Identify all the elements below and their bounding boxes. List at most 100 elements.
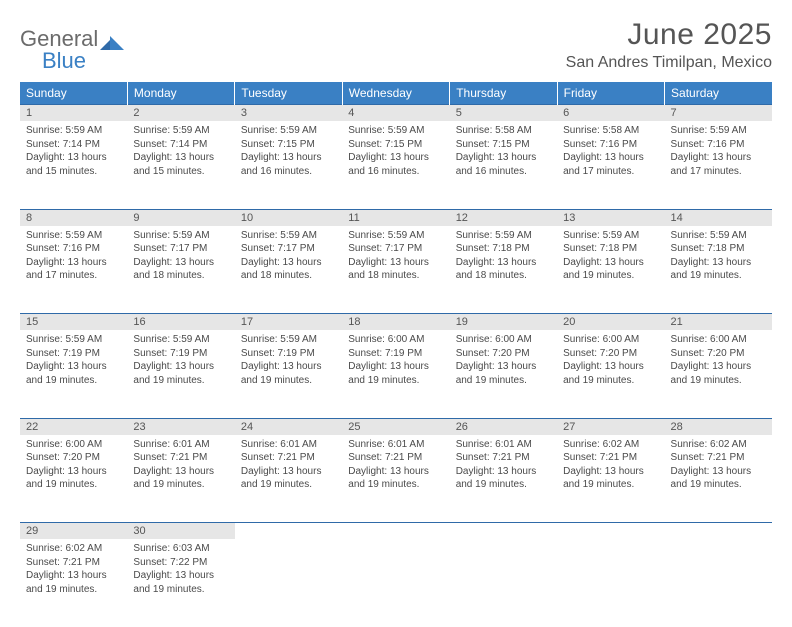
day-content-cell: Sunrise: 5:59 AMSunset: 7:17 PMDaylight:… bbox=[342, 226, 449, 314]
day-number-row: 15161718192021 bbox=[20, 314, 772, 331]
day-number-cell: 12 bbox=[450, 209, 557, 226]
day-content-cell: Sunrise: 5:59 AMSunset: 7:14 PMDaylight:… bbox=[20, 121, 127, 209]
day-dl1: Daylight: 13 hours bbox=[671, 256, 766, 270]
day-number-cell bbox=[557, 523, 664, 540]
day-number-row: 891011121314 bbox=[20, 209, 772, 226]
day-content-cell: Sunrise: 5:59 AMSunset: 7:14 PMDaylight:… bbox=[127, 121, 234, 209]
day-sunrise: Sunrise: 6:01 AM bbox=[348, 438, 443, 452]
day-number-cell bbox=[235, 523, 342, 540]
day-number-cell: 30 bbox=[127, 523, 234, 540]
day-sunset: Sunset: 7:18 PM bbox=[563, 242, 658, 256]
day-content-cell: Sunrise: 6:00 AMSunset: 7:20 PMDaylight:… bbox=[20, 435, 127, 523]
day-content-cell: Sunrise: 5:59 AMSunset: 7:18 PMDaylight:… bbox=[665, 226, 772, 314]
day-dl1: Daylight: 13 hours bbox=[563, 360, 658, 374]
day-dl1: Daylight: 13 hours bbox=[241, 465, 336, 479]
day-sunset: Sunset: 7:15 PM bbox=[241, 138, 336, 152]
day-content-cell bbox=[557, 539, 664, 627]
day-sunrise: Sunrise: 5:59 AM bbox=[348, 124, 443, 138]
day-number-cell: 21 bbox=[665, 314, 772, 331]
day-content-cell: Sunrise: 5:59 AMSunset: 7:15 PMDaylight:… bbox=[235, 121, 342, 209]
day-sunset: Sunset: 7:14 PM bbox=[26, 138, 121, 152]
day-dl2: and 16 minutes. bbox=[241, 165, 336, 179]
day-content-cell: Sunrise: 6:01 AMSunset: 7:21 PMDaylight:… bbox=[342, 435, 449, 523]
day-dl1: Daylight: 13 hours bbox=[348, 360, 443, 374]
day-number-cell: 26 bbox=[450, 418, 557, 435]
day-dl2: and 19 minutes. bbox=[456, 374, 551, 388]
day-number-row: 1234567 bbox=[20, 105, 772, 122]
day-sunset: Sunset: 7:20 PM bbox=[26, 451, 121, 465]
day-sunset: Sunset: 7:16 PM bbox=[26, 242, 121, 256]
day-number-cell: 11 bbox=[342, 209, 449, 226]
day-sunset: Sunset: 7:22 PM bbox=[133, 556, 228, 570]
calendar-table: SundayMondayTuesdayWednesdayThursdayFrid… bbox=[20, 82, 772, 627]
day-number-cell: 14 bbox=[665, 209, 772, 226]
day-sunset: Sunset: 7:21 PM bbox=[133, 451, 228, 465]
day-dl1: Daylight: 13 hours bbox=[456, 256, 551, 270]
day-content-cell: Sunrise: 5:59 AMSunset: 7:16 PMDaylight:… bbox=[20, 226, 127, 314]
day-sunrise: Sunrise: 6:02 AM bbox=[671, 438, 766, 452]
day-content-cell: Sunrise: 5:59 AMSunset: 7:18 PMDaylight:… bbox=[450, 226, 557, 314]
day-sunrise: Sunrise: 5:59 AM bbox=[241, 333, 336, 347]
day-content-cell: Sunrise: 5:58 AMSunset: 7:16 PMDaylight:… bbox=[557, 121, 664, 209]
day-sunset: Sunset: 7:21 PM bbox=[241, 451, 336, 465]
day-sunrise: Sunrise: 5:59 AM bbox=[133, 333, 228, 347]
day-number-cell: 29 bbox=[20, 523, 127, 540]
day-sunrise: Sunrise: 6:02 AM bbox=[26, 542, 121, 556]
day-sunrise: Sunrise: 5:58 AM bbox=[563, 124, 658, 138]
day-sunrise: Sunrise: 5:59 AM bbox=[26, 124, 121, 138]
day-dl2: and 19 minutes. bbox=[26, 583, 121, 597]
day-dl2: and 19 minutes. bbox=[26, 374, 121, 388]
day-dl2: and 19 minutes. bbox=[563, 374, 658, 388]
day-dl1: Daylight: 13 hours bbox=[26, 256, 121, 270]
day-dl1: Daylight: 13 hours bbox=[133, 465, 228, 479]
day-content-cell: Sunrise: 6:00 AMSunset: 7:19 PMDaylight:… bbox=[342, 330, 449, 418]
day-content-cell: Sunrise: 6:00 AMSunset: 7:20 PMDaylight:… bbox=[665, 330, 772, 418]
header: General Blue June 2025 San Andres Timilp… bbox=[20, 18, 772, 74]
day-sunset: Sunset: 7:16 PM bbox=[563, 138, 658, 152]
day-content-cell: Sunrise: 6:02 AMSunset: 7:21 PMDaylight:… bbox=[20, 539, 127, 627]
day-dl2: and 19 minutes. bbox=[348, 374, 443, 388]
day-number-cell: 13 bbox=[557, 209, 664, 226]
day-dl2: and 19 minutes. bbox=[133, 478, 228, 492]
day-sunset: Sunset: 7:19 PM bbox=[26, 347, 121, 361]
day-dl2: and 19 minutes. bbox=[241, 478, 336, 492]
day-dl2: and 19 minutes. bbox=[241, 374, 336, 388]
day-content-cell: Sunrise: 5:59 AMSunset: 7:17 PMDaylight:… bbox=[235, 226, 342, 314]
day-number-cell: 20 bbox=[557, 314, 664, 331]
day-number-cell bbox=[665, 523, 772, 540]
day-content-cell: Sunrise: 6:01 AMSunset: 7:21 PMDaylight:… bbox=[127, 435, 234, 523]
day-dl2: and 19 minutes. bbox=[348, 478, 443, 492]
day-sunrise: Sunrise: 6:01 AM bbox=[133, 438, 228, 452]
day-number-cell bbox=[342, 523, 449, 540]
day-number-cell: 2 bbox=[127, 105, 234, 122]
day-sunset: Sunset: 7:21 PM bbox=[671, 451, 766, 465]
day-dl2: and 15 minutes. bbox=[133, 165, 228, 179]
day-sunset: Sunset: 7:20 PM bbox=[671, 347, 766, 361]
day-dl2: and 18 minutes. bbox=[133, 269, 228, 283]
day-content-cell: Sunrise: 6:03 AMSunset: 7:22 PMDaylight:… bbox=[127, 539, 234, 627]
weekday-header: Tuesday bbox=[235, 82, 342, 105]
day-dl1: Daylight: 13 hours bbox=[456, 151, 551, 165]
day-dl2: and 16 minutes. bbox=[348, 165, 443, 179]
day-sunset: Sunset: 7:20 PM bbox=[456, 347, 551, 361]
day-sunrise: Sunrise: 5:59 AM bbox=[241, 124, 336, 138]
day-dl1: Daylight: 13 hours bbox=[563, 151, 658, 165]
day-sunset: Sunset: 7:14 PM bbox=[133, 138, 228, 152]
day-dl1: Daylight: 13 hours bbox=[241, 360, 336, 374]
day-dl1: Daylight: 13 hours bbox=[26, 360, 121, 374]
day-sunrise: Sunrise: 6:02 AM bbox=[563, 438, 658, 452]
weekday-header: Wednesday bbox=[342, 82, 449, 105]
logo-text-blue: Blue bbox=[42, 48, 86, 74]
day-number-cell: 22 bbox=[20, 418, 127, 435]
day-number-cell: 25 bbox=[342, 418, 449, 435]
day-number-cell: 10 bbox=[235, 209, 342, 226]
day-sunrise: Sunrise: 5:59 AM bbox=[563, 229, 658, 243]
day-number-cell: 5 bbox=[450, 105, 557, 122]
day-dl2: and 19 minutes. bbox=[133, 374, 228, 388]
day-sunset: Sunset: 7:18 PM bbox=[671, 242, 766, 256]
day-content-cell bbox=[342, 539, 449, 627]
day-content-cell bbox=[665, 539, 772, 627]
calendar-body: 1234567Sunrise: 5:59 AMSunset: 7:14 PMDa… bbox=[20, 105, 772, 627]
day-sunrise: Sunrise: 5:59 AM bbox=[671, 229, 766, 243]
day-sunrise: Sunrise: 5:59 AM bbox=[456, 229, 551, 243]
